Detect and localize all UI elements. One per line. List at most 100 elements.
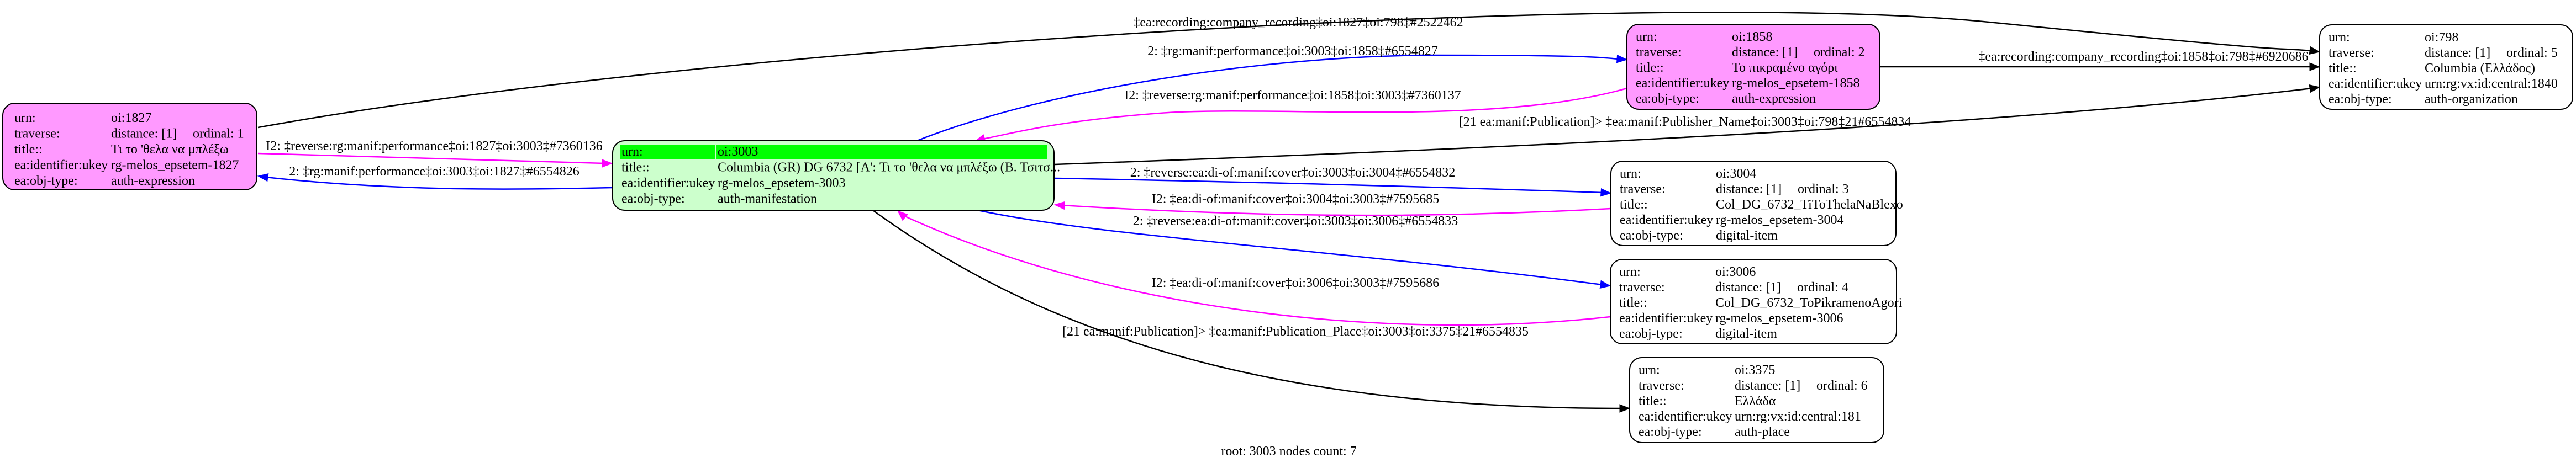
node-field-ordinal: ordinal: 4 bbox=[1797, 280, 1848, 295]
node-field-value: rg-melos_epsetem-3006 bbox=[1715, 311, 1843, 326]
node-field-value: auth-expression bbox=[111, 174, 195, 188]
node-field-ordinal: ordinal: 5 bbox=[2506, 46, 2558, 60]
edges-layer: ‡ea:recording:company_recording‡oi:1827‡… bbox=[257, 12, 2321, 413]
node-field-label: urn: bbox=[621, 145, 643, 159]
edge-label: ‡ea:recording:company_recording‡oi:1858‡… bbox=[1978, 50, 2308, 64]
arrowhead-icon bbox=[1053, 201, 1066, 210]
arrowhead-icon bbox=[1616, 54, 1628, 63]
node-field-value: Ελλάδα bbox=[1735, 394, 1776, 408]
edge[interactable]: [21 ea:manif:Publication]> ‡ea:manif:Pub… bbox=[1054, 84, 2321, 166]
node-3004[interactable]: urn: oi:3004 traverse: distance: [1] ordinal… bbox=[1610, 161, 1903, 246]
node-field-value: oi:3003 bbox=[718, 145, 758, 159]
node-field-label: title:: bbox=[2329, 61, 2357, 76]
node-field-value: rg-melos_epsetem-1827 bbox=[111, 158, 239, 173]
node-field-ordinal: ordinal: 1 bbox=[193, 127, 244, 141]
node-field-value: rg-melos_epsetem-3003 bbox=[718, 176, 846, 190]
node-field-value: distance: [1] bbox=[1735, 379, 1800, 393]
node-field-label: ea:identifier:ukey bbox=[1636, 76, 1729, 91]
node-field-label: ea:identifier:ukey bbox=[621, 176, 715, 190]
node-field-value: oi:798 bbox=[2425, 30, 2458, 45]
node-1827[interactable]: urn: oi:1827 traverse: distance: [1] ordinal… bbox=[2, 103, 257, 190]
node-field-label: ea:identifier:ukey bbox=[1639, 409, 1732, 424]
edge-label: 2: ‡rg:manif:performance‡oi:3003‡oi:1827… bbox=[289, 164, 579, 179]
edge[interactable]: [21 ea:manif:Publication]> ‡ea:manif:Pub… bbox=[872, 209, 1631, 413]
node-field-label: ea:obj-type: bbox=[1636, 92, 1699, 106]
node-field-value: oi:3004 bbox=[1716, 167, 1756, 181]
edge-line bbox=[872, 209, 1622, 409]
root-header-key-cell bbox=[620, 145, 715, 159]
node-798[interactable]: urn: oi:798 traverse: distance: [1] ordinal:… bbox=[2319, 24, 2573, 110]
node-field-value: distance: [1] bbox=[1716, 182, 1782, 196]
edge[interactable]: 2: ‡reverse:ea:di-of:manif:cover‡oi:3003… bbox=[1054, 166, 1612, 197]
edge-label: 2: ‡reverse:ea:di-of:manif:cover‡oi:3003… bbox=[1133, 214, 1458, 228]
node-field-value: distance: [1] bbox=[2425, 46, 2490, 60]
node-field-label: ea:identifier:ukey bbox=[1619, 311, 1713, 326]
node-field-value: Col_DG_6732_ToPikramenoAgori bbox=[1715, 296, 1903, 310]
node-box bbox=[2, 103, 257, 190]
node-box bbox=[1610, 161, 1897, 246]
node-box bbox=[1629, 357, 1884, 443]
edge[interactable]: I2: ‡ea:di-of:manif:cover‡oi:3004‡oi:300… bbox=[1053, 192, 1611, 216]
node-field-value: oi:1858 bbox=[1732, 30, 1772, 44]
arrowhead-icon bbox=[1619, 404, 1631, 413]
edge[interactable]: 2: ‡rg:manif:performance‡oi:3003‡oi:1858… bbox=[916, 44, 1628, 142]
node-field-label: title:: bbox=[14, 142, 43, 157]
node-field-value: auth-place bbox=[1735, 425, 1790, 439]
node-field-value: auth-expression bbox=[1732, 92, 1816, 106]
node-3375[interactable]: urn: oi:3375 traverse: distance: [1] ordinal… bbox=[1629, 357, 1884, 443]
node-field-label: traverse: bbox=[1639, 379, 1684, 393]
node-field-label: urn: bbox=[2329, 30, 2350, 45]
arrowhead-icon bbox=[2309, 62, 2321, 71]
edge-line bbox=[982, 87, 1627, 140]
node-field-value: auth-organization bbox=[2425, 92, 2518, 107]
edge[interactable]: I2: ‡ea:di-of:manif:cover‡oi:3006‡oi:300… bbox=[897, 210, 1611, 326]
node-field-value: Columbia (GR) DG 6732 [A': Τι το 'θελα ν… bbox=[718, 161, 1060, 175]
edge[interactable]: ‡ea:recording:company_recording‡oi:1827‡… bbox=[257, 12, 2321, 129]
edge-line bbox=[916, 54, 1620, 142]
root-header-value-cell bbox=[716, 145, 1047, 159]
node-field-label: title:: bbox=[621, 161, 650, 175]
node-field-value: digital-item bbox=[1715, 327, 1777, 341]
arrowhead-icon bbox=[2309, 46, 2321, 55]
node-field-label: traverse: bbox=[14, 127, 60, 141]
node-1858[interactable]: urn: oi:1858 traverse: distance: [1] ordinal… bbox=[1626, 24, 1880, 110]
node-field-label: ea:identifier:ukey bbox=[14, 158, 108, 173]
nodes-layer: urn: oi:1827 traverse: distance: [1] ordinal… bbox=[2, 24, 2573, 443]
arrowhead-icon bbox=[2309, 84, 2321, 93]
edge-label: [21 ea:manif:Publication]> ‡ea:manif:Pub… bbox=[1062, 324, 1529, 339]
node-field-value: distance: [1] bbox=[111, 127, 177, 141]
node-field-value: oi:1827 bbox=[111, 111, 151, 125]
arrowhead-icon bbox=[602, 159, 613, 168]
node-field-label: ea:identifier:ukey bbox=[2329, 77, 2422, 91]
node-field-value: urn:rg:vx:id:central:1840 bbox=[2425, 77, 2558, 91]
graph-footer: root: 3003 nodes count: 7 bbox=[1221, 444, 1356, 459]
node-field-label: traverse: bbox=[1636, 45, 1682, 60]
edge-line bbox=[257, 12, 2312, 129]
node-field-label: traverse: bbox=[1620, 182, 1666, 196]
edge[interactable]: I2: ‡reverse:rg:manif:performance‡oi:185… bbox=[974, 87, 1627, 142]
node-field-label: title:: bbox=[1619, 296, 1647, 310]
node-3006[interactable]: urn: oi:3006 traverse: distance: [1] ordinal… bbox=[1610, 259, 1903, 344]
node-field-value: Τι το 'θελα να μπλέξω bbox=[111, 142, 229, 157]
edge-label: 2: ‡rg:manif:performance‡oi:3003‡oi:1858… bbox=[1147, 44, 1437, 58]
node-field-value: oi:3375 bbox=[1735, 363, 1775, 377]
arrowhead-icon bbox=[257, 173, 269, 182]
edge[interactable]: 2: ‡reverse:ea:di-of:manif:cover‡oi:3003… bbox=[977, 209, 1611, 289]
node-field-value: urn:rg:vx:id:central:181 bbox=[1735, 409, 1861, 424]
node-field-ordinal: ordinal: 3 bbox=[1798, 182, 1849, 196]
edge-line bbox=[1061, 204, 1611, 216]
node-field-label: ea:obj-type: bbox=[14, 174, 78, 188]
node-field-value: Columbia (Ελλάδος) bbox=[2425, 61, 2535, 76]
node-field-value: rg-melos_epsetem-3004 bbox=[1716, 213, 1844, 227]
node-box bbox=[1626, 24, 1880, 110]
edge[interactable]: 2: ‡rg:manif:performance‡oi:3003‡oi:1827… bbox=[257, 164, 613, 190]
node-field-value: distance: [1] bbox=[1715, 280, 1781, 295]
node-field-value: Col_DG_6732_TiToThelaNaBlexo bbox=[1716, 198, 1903, 212]
edge[interactable]: ‡ea:recording:company_recording‡oi:1858‡… bbox=[1880, 50, 2321, 71]
node-box bbox=[2319, 24, 2573, 110]
edge[interactable]: I2: ‡reverse:rg:manif:performance‡oi:182… bbox=[257, 139, 613, 168]
edge-line bbox=[977, 209, 1603, 286]
node-field-label: ea:obj-type: bbox=[621, 192, 685, 206]
node-field-label: ea:obj-type: bbox=[2329, 92, 2392, 107]
